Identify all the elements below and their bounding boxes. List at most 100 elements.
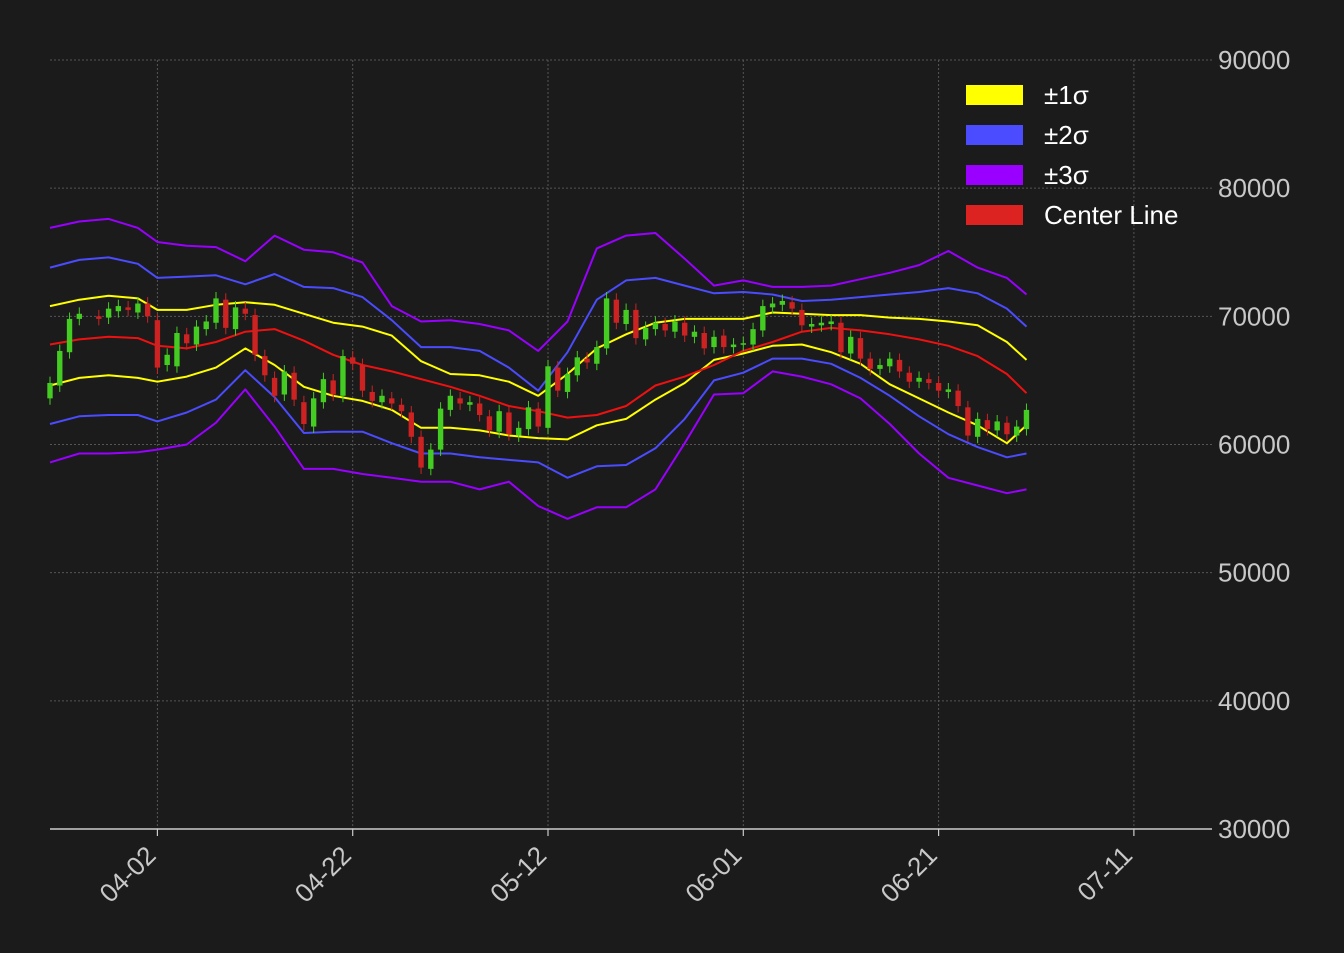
candle-body	[398, 404, 405, 412]
x-tick-label: 06-21	[875, 840, 943, 908]
candle-body	[340, 356, 346, 396]
y-tick-label: 70000	[1218, 301, 1290, 331]
y-tick-label: 40000	[1218, 686, 1290, 716]
candle-body	[428, 449, 434, 469]
candle-body	[564, 374, 571, 392]
candle-body	[496, 411, 502, 432]
axes: 30000 40000 50000 60000 70000 80000 90000 04-02…	[50, 45, 1290, 908]
candle-body	[691, 331, 698, 337]
candle-body	[789, 302, 795, 309]
candle-body	[350, 357, 356, 364]
candle-body	[711, 336, 717, 348]
candle-body	[838, 322, 844, 353]
candle-body	[476, 403, 483, 416]
legend-label: Center Line	[1044, 200, 1178, 230]
candle-body	[232, 307, 239, 330]
candle-body	[369, 391, 375, 401]
upper-2sigma-line	[49, 256, 1028, 392]
candle-body	[262, 356, 268, 376]
candle-body	[848, 336, 854, 354]
candle-body	[555, 367, 561, 391]
candle-body	[154, 320, 161, 368]
candle-body	[965, 407, 971, 436]
x-tick-label: 04-02	[93, 840, 161, 908]
candle-body	[66, 318, 73, 353]
candle-body	[76, 313, 82, 319]
legend: ±1σ ±2σ ±3σ Center Line	[966, 80, 1178, 230]
candle-body	[545, 366, 551, 428]
candle-body	[877, 365, 883, 369]
candle-body	[603, 298, 610, 349]
legend-item: ±1σ	[966, 80, 1089, 110]
y-tick-label: 90000	[1218, 45, 1290, 75]
legend-item: ±3σ	[966, 160, 1089, 190]
candle-body	[1004, 422, 1010, 435]
lower-3sigma-line	[49, 370, 1027, 520]
candle-body	[984, 420, 991, 430]
y-tick-label: 60000	[1218, 430, 1290, 460]
candle-body	[652, 322, 659, 330]
candle-body	[779, 300, 786, 305]
candle-body	[213, 298, 219, 323]
candlesticks	[47, 291, 1030, 476]
candle-body	[760, 306, 766, 331]
sigma-bands	[49, 217, 1028, 520]
x-tick-label: 04-22	[289, 840, 357, 908]
candle-body	[1023, 409, 1030, 430]
candle-body	[721, 335, 727, 348]
candle-body	[974, 418, 981, 437]
candle-body	[330, 380, 336, 395]
candle-body	[955, 390, 961, 407]
grid	[50, 59, 1212, 829]
candle-body	[174, 332, 180, 367]
x-tick-label: 07-11	[1071, 840, 1138, 907]
candle-body	[887, 358, 893, 367]
candle-body	[467, 402, 473, 405]
candle-body	[867, 358, 873, 369]
candle-body	[193, 326, 200, 345]
candle-body	[662, 324, 668, 331]
candle-body	[486, 416, 493, 431]
candle-body	[184, 334, 190, 344]
candle-body	[379, 395, 385, 403]
candle-body	[701, 332, 707, 349]
candle-body	[642, 327, 649, 340]
candle-body	[945, 389, 952, 392]
candle-body	[223, 299, 229, 328]
candle-body	[203, 321, 209, 330]
candle-body	[105, 308, 112, 318]
candle-body	[516, 427, 522, 436]
candle-body	[96, 316, 102, 319]
candle-body	[447, 395, 454, 410]
candle-body	[1014, 426, 1020, 436]
candle-body	[281, 371, 288, 395]
candle-body	[164, 354, 170, 366]
candle-body	[584, 358, 590, 363]
candle-body	[633, 309, 639, 339]
legend-item: Center Line	[966, 200, 1178, 230]
legend-item: ±2σ	[966, 120, 1089, 150]
legend-label: ±1σ	[1044, 80, 1089, 110]
candle-body	[320, 379, 327, 403]
legend-swatch	[966, 125, 1023, 145]
candle-body	[418, 436, 424, 468]
legend-swatch	[966, 205, 1023, 225]
y-tick-label: 80000	[1218, 173, 1290, 203]
candle-body	[613, 299, 620, 323]
candle-body	[408, 412, 414, 437]
y-tick-label: 50000	[1218, 558, 1290, 588]
candle-body	[535, 408, 541, 427]
candle-body	[730, 344, 737, 348]
candle-body	[896, 359, 903, 372]
candle-body	[808, 324, 815, 327]
candle-body	[623, 309, 629, 325]
candle-body	[310, 398, 317, 427]
candle-body	[389, 398, 395, 404]
candle-body	[750, 329, 756, 345]
upper-1sigma-line	[49, 294, 1028, 397]
candle-body	[818, 322, 825, 326]
candle-body	[574, 357, 580, 376]
y-tick-label: 30000	[1218, 814, 1290, 844]
candle-body	[506, 412, 512, 435]
